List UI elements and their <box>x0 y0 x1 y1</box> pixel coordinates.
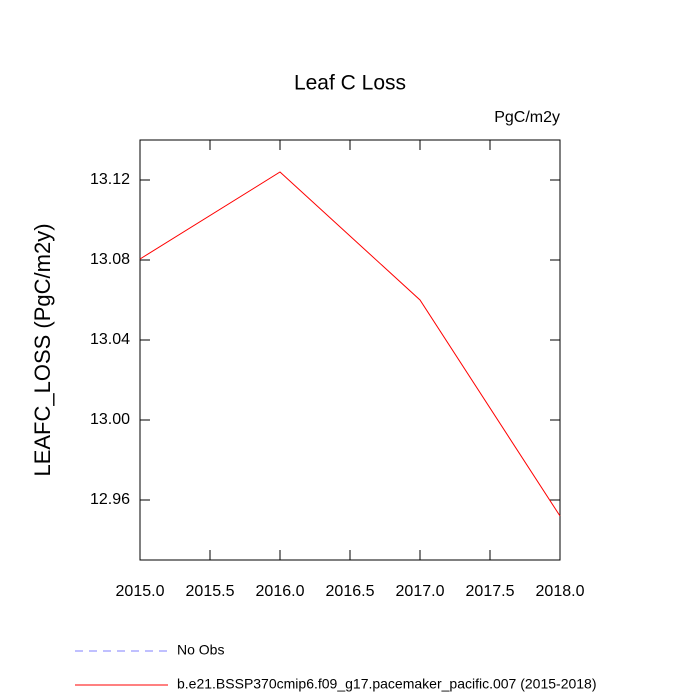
x-tick-label: 2016.0 <box>256 583 305 600</box>
x-tick-label: 2015.5 <box>186 583 235 600</box>
x-tick-label: 2017.5 <box>466 583 515 600</box>
legend-label: b.e21.BSSP370cmip6.f09_g17.pacemaker_pac… <box>177 676 597 692</box>
x-tick-label: 2018.0 <box>536 583 585 600</box>
series-line <box>139 171 561 517</box>
x-tick-label: 2017.0 <box>396 583 445 600</box>
y-tick-label: 13.04 <box>90 331 130 348</box>
y-tick-label: 13.08 <box>90 251 130 268</box>
y-axis-label: LEAFC_LOSS (PgC/m2y) <box>30 223 55 476</box>
legend-label: No Obs <box>177 642 224 658</box>
x-tick-label: 2016.5 <box>326 583 375 600</box>
x-tick-label: 2015.0 <box>116 583 165 600</box>
y-tick-label: 13.00 <box>90 411 130 428</box>
chart-title: Leaf C Loss <box>294 72 406 95</box>
plot-frame <box>139 139 561 561</box>
y-tick-label: 12.96 <box>90 491 130 508</box>
y-tick-label: 13.12 <box>90 171 130 188</box>
units-label: PgC/m2y <box>494 109 560 126</box>
